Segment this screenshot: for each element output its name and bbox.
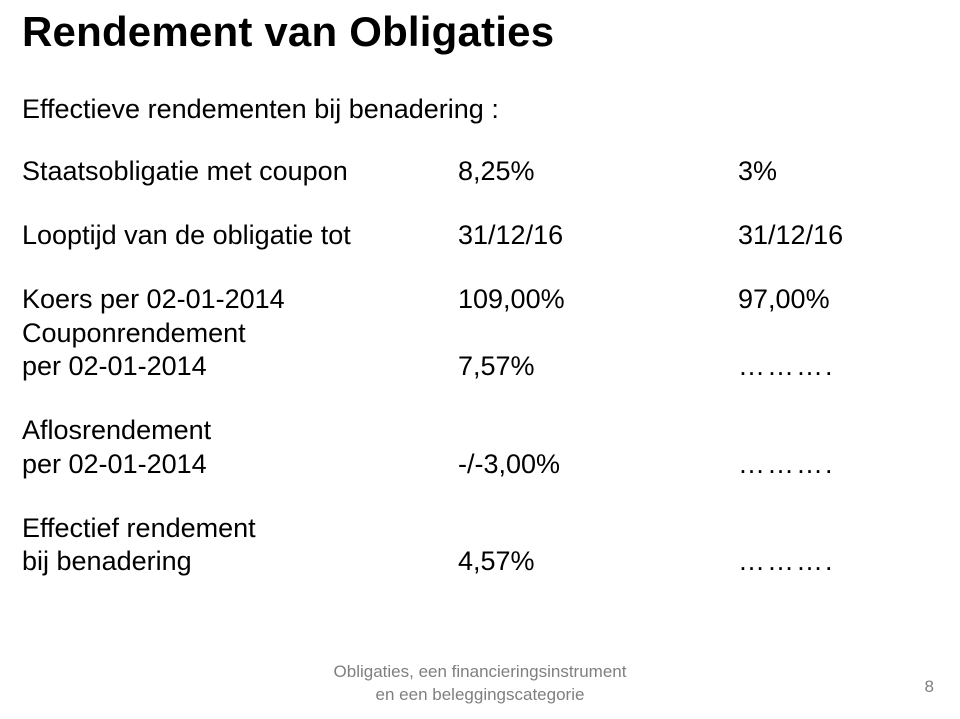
row-label: per 02-01-2014 <box>22 448 458 482</box>
row-label: bij benadering <box>22 545 458 579</box>
row-value-b: ………. <box>738 448 918 482</box>
slide: Rendement van Obligaties Effectieve rend… <box>0 0 960 719</box>
row-effectief-l1: Effectief rendement <box>22 512 938 546</box>
data-rows: Staatsobligatie met coupon 8,25% 3% Loop… <box>22 155 938 579</box>
footer-line-1: Obligaties, een financieringsinstrument <box>0 661 960 684</box>
slide-title: Rendement van Obligaties <box>22 8 938 56</box>
row-value-b: 3% <box>738 155 918 189</box>
row-value-a: 4,57% <box>458 545 738 579</box>
row-value-a: 31/12/16 <box>458 219 738 253</box>
page-number: 8 <box>925 677 934 697</box>
row-label: Aflosrendement <box>22 414 458 448</box>
row-value-b: 31/12/16 <box>738 219 918 253</box>
slide-subtitle: Effectieve rendementen bij benadering : <box>22 94 938 125</box>
row-value-b: ………. <box>738 350 918 384</box>
row-value-a: 8,25% <box>458 155 738 189</box>
row-value-a: 109,00% <box>458 283 738 317</box>
row-value-a: 7,57% <box>458 350 738 384</box>
row-value-b: ………. <box>738 545 918 579</box>
row-effectief-l2: bij benadering 4,57% ………. <box>22 545 938 579</box>
footer-line-2: en een beleggingscategorie <box>0 684 960 707</box>
row-label: Staatsobligatie met coupon <box>22 155 458 189</box>
row-koers: Koers per 02-01-2014 109,00% 97,00% <box>22 283 938 317</box>
row-looptijd: Looptijd van de obligatie tot 31/12/16 3… <box>22 219 938 253</box>
row-aflosrendement-l1: Aflosrendement <box>22 414 938 448</box>
row-value-b: 97,00% <box>738 283 918 317</box>
row-couponrendement-l2: per 02-01-2014 7,57% ………. <box>22 350 938 384</box>
row-label: Couponrendement <box>22 317 458 351</box>
footer: Obligaties, een financieringsinstrument … <box>0 661 960 707</box>
row-label: Effectief rendement <box>22 512 458 546</box>
row-label: per 02-01-2014 <box>22 350 458 384</box>
row-label: Koers per 02-01-2014 <box>22 283 458 317</box>
row-aflosrendement-l2: per 02-01-2014 -/-3,00% ………. <box>22 448 938 482</box>
row-coupon: Staatsobligatie met coupon 8,25% 3% <box>22 155 938 189</box>
row-value-a: -/-3,00% <box>458 448 738 482</box>
row-label: Looptijd van de obligatie tot <box>22 219 458 253</box>
row-couponrendement-l1: Couponrendement <box>22 317 938 351</box>
